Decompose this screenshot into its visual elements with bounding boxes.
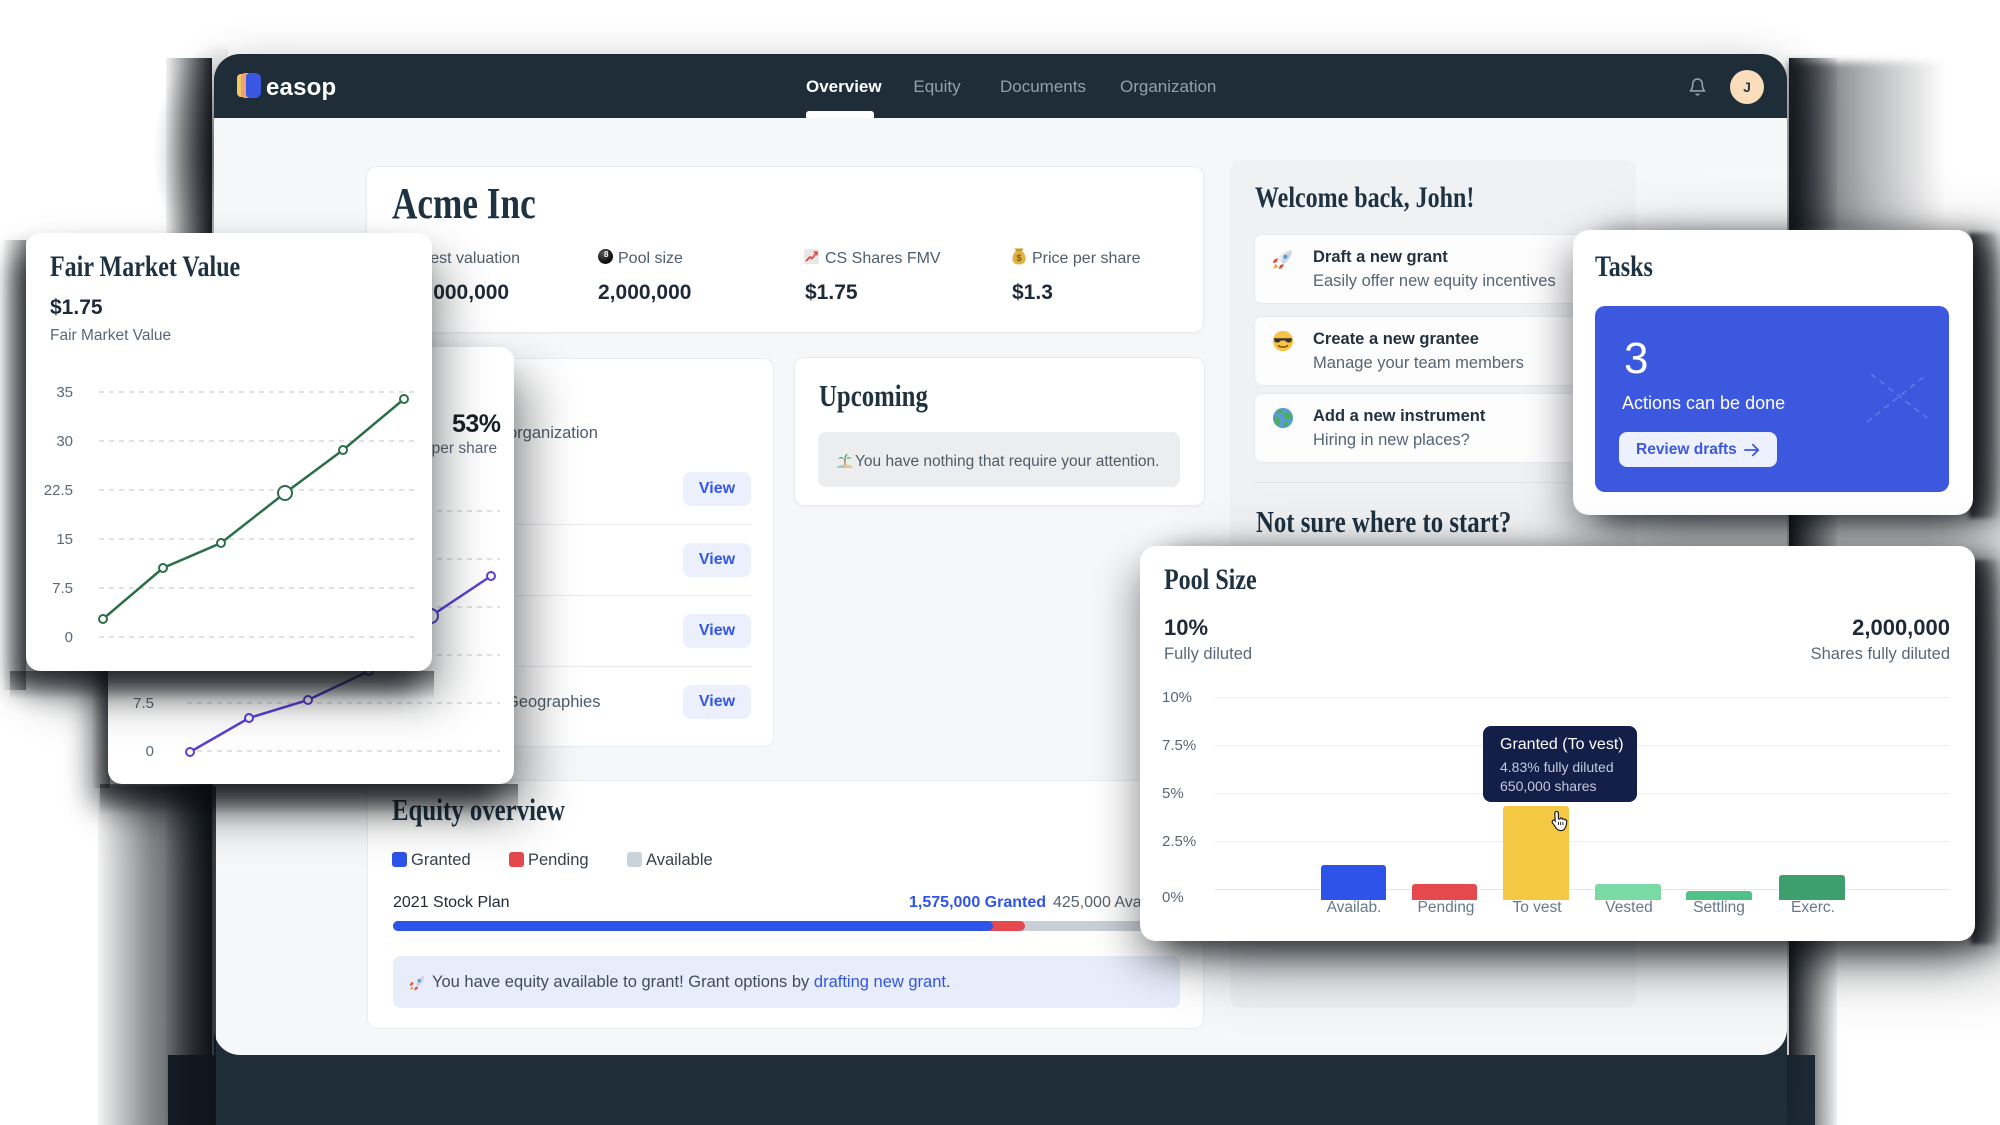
svg-text:22.5: 22.5 xyxy=(44,482,73,499)
svg-text:0: 0 xyxy=(65,629,73,646)
svg-text:35: 35 xyxy=(56,384,73,401)
svg-text:0: 0 xyxy=(146,743,154,760)
svg-text:7.5: 7.5 xyxy=(133,695,154,712)
svg-text:15: 15 xyxy=(56,531,73,548)
svg-text:$: $ xyxy=(1016,253,1021,263)
svg-text:30: 30 xyxy=(56,433,73,450)
svg-text:7.5: 7.5 xyxy=(52,580,73,597)
